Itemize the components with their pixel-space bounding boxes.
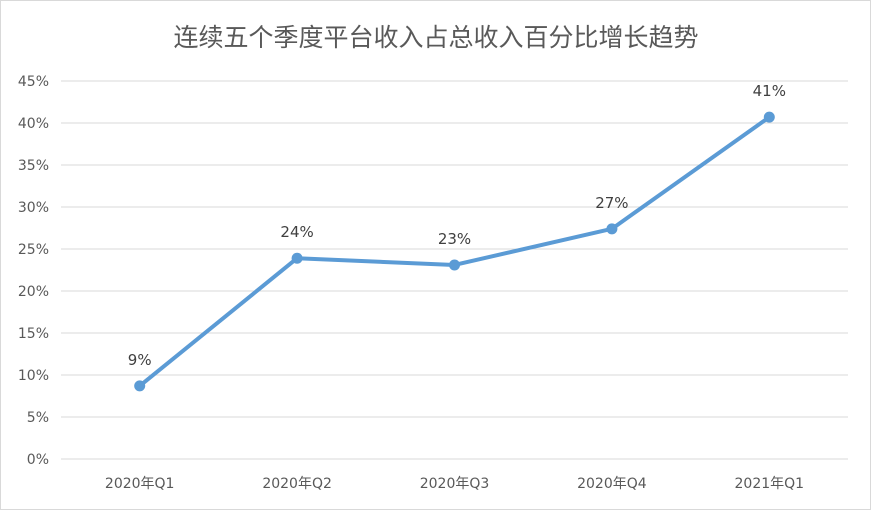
y-tick-label: 45% bbox=[18, 74, 49, 90]
x-tick-label: 2020年Q2 bbox=[262, 476, 332, 492]
x-axis-tick-labels: 2020年Q1 2020年Q2 2020年Q3 2020年Q4 2021年Q1 bbox=[105, 476, 804, 492]
x-tick-label: 2020年Q1 bbox=[105, 476, 175, 492]
y-tick-label: 0% bbox=[27, 452, 49, 468]
y-axis-tick-labels: 0% 5% 10% 15% 20% 25% 30% 35% 40% 45% bbox=[18, 74, 49, 468]
y-tick-label: 5% bbox=[27, 410, 49, 426]
y-tick-label: 20% bbox=[18, 284, 49, 300]
y-tick-label: 30% bbox=[18, 200, 49, 216]
y-tick-label: 35% bbox=[18, 158, 49, 174]
data-labels: 9% 24% 23% 27% 41% bbox=[128, 82, 786, 369]
data-label: 41% bbox=[753, 82, 786, 100]
data-point bbox=[291, 252, 303, 264]
data-label: 24% bbox=[280, 223, 313, 241]
series-line bbox=[137, 115, 772, 388]
y-tick-label: 15% bbox=[18, 326, 49, 342]
chart-title: 连续五个季度平台收入占总收入百分比增长趋势 bbox=[173, 23, 698, 52]
data-point bbox=[134, 380, 146, 392]
data-point bbox=[763, 111, 775, 123]
y-tick-label: 40% bbox=[18, 116, 49, 132]
data-label: 9% bbox=[128, 351, 152, 369]
data-label: 23% bbox=[438, 230, 471, 248]
gridlines bbox=[61, 80, 848, 460]
data-point bbox=[449, 259, 460, 271]
y-tick-label: 25% bbox=[18, 242, 49, 258]
x-tick-label: 2020年Q4 bbox=[577, 476, 647, 492]
data-point bbox=[606, 223, 618, 235]
y-tick-label: 10% bbox=[18, 368, 49, 384]
data-label: 27% bbox=[595, 194, 628, 212]
x-tick-label: 2020年Q3 bbox=[420, 476, 490, 492]
series-layer bbox=[134, 111, 775, 392]
x-tick-label: 2021年Q1 bbox=[735, 476, 805, 492]
